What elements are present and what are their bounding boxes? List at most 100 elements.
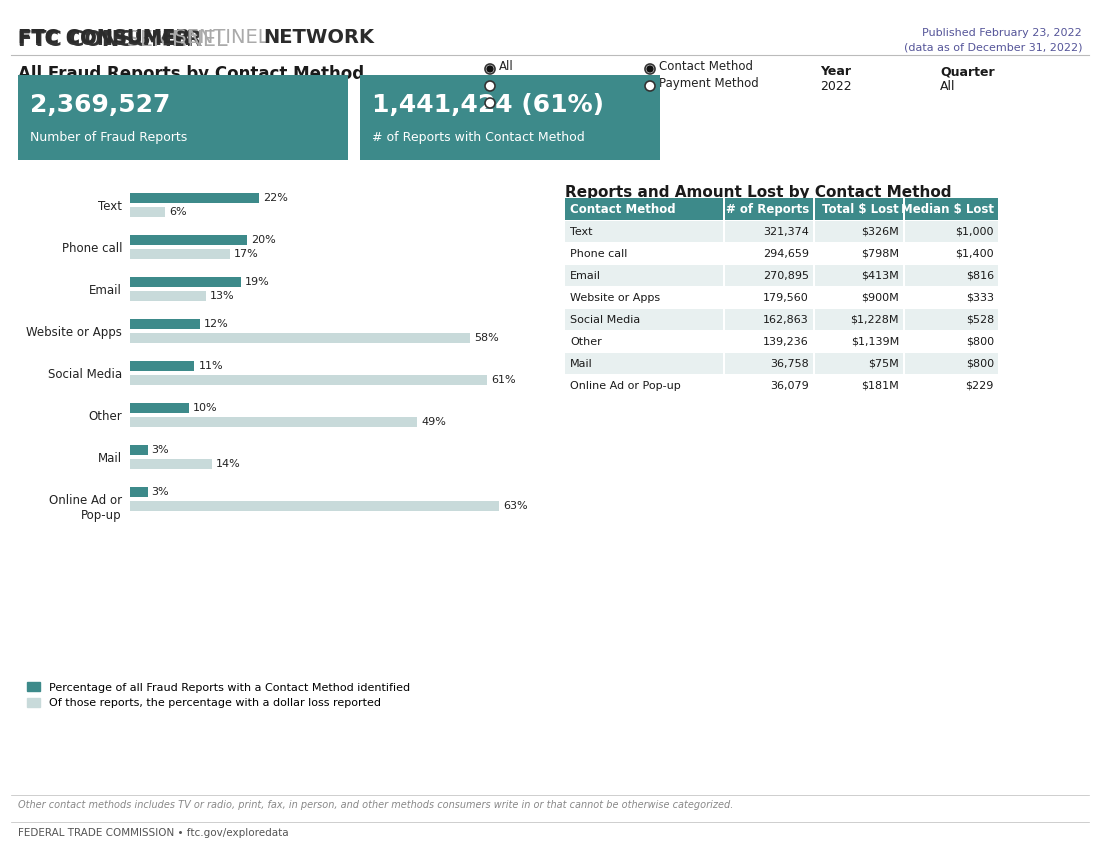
FancyBboxPatch shape bbox=[905, 309, 998, 330]
FancyBboxPatch shape bbox=[130, 487, 147, 497]
Text: NETWORK: NETWORK bbox=[263, 28, 374, 47]
Text: 17%: 17% bbox=[233, 249, 258, 259]
Text: 22%: 22% bbox=[263, 193, 288, 203]
Text: Quarter: Quarter bbox=[940, 65, 994, 78]
FancyBboxPatch shape bbox=[815, 243, 903, 264]
FancyBboxPatch shape bbox=[565, 331, 723, 352]
Text: $75M: $75M bbox=[868, 359, 899, 369]
Text: $900M: $900M bbox=[861, 292, 899, 303]
Circle shape bbox=[645, 81, 654, 91]
Text: Text: Text bbox=[98, 200, 122, 213]
FancyBboxPatch shape bbox=[905, 331, 998, 352]
FancyBboxPatch shape bbox=[815, 309, 903, 330]
Text: $798M: $798M bbox=[861, 248, 899, 258]
FancyBboxPatch shape bbox=[565, 353, 723, 374]
FancyBboxPatch shape bbox=[725, 243, 813, 264]
Text: 321,374: 321,374 bbox=[763, 226, 808, 236]
FancyBboxPatch shape bbox=[725, 198, 813, 220]
FancyBboxPatch shape bbox=[565, 309, 723, 330]
Text: 3%: 3% bbox=[152, 445, 169, 455]
FancyBboxPatch shape bbox=[815, 265, 903, 286]
Text: Email: Email bbox=[89, 284, 122, 297]
FancyBboxPatch shape bbox=[905, 375, 998, 396]
FancyBboxPatch shape bbox=[905, 353, 998, 374]
Text: 2022: 2022 bbox=[820, 80, 851, 93]
Text: Mail: Mail bbox=[98, 452, 122, 465]
Text: Website or Apps: Website or Apps bbox=[570, 292, 660, 303]
Text: $326M: $326M bbox=[861, 226, 899, 236]
FancyBboxPatch shape bbox=[565, 243, 723, 264]
Text: 49%: 49% bbox=[421, 417, 446, 427]
Text: $1,000: $1,000 bbox=[956, 226, 994, 236]
Text: Phone call: Phone call bbox=[62, 242, 122, 255]
Text: Online Ad or Pop-up: Online Ad or Pop-up bbox=[570, 381, 681, 390]
FancyBboxPatch shape bbox=[725, 331, 813, 352]
FancyBboxPatch shape bbox=[130, 235, 248, 245]
Text: $528: $528 bbox=[966, 314, 994, 325]
Text: 20%: 20% bbox=[251, 235, 276, 245]
FancyBboxPatch shape bbox=[815, 287, 903, 308]
FancyBboxPatch shape bbox=[130, 445, 147, 455]
Text: FEDERAL TRADE COMMISSION • ftc.gov/exploredata: FEDERAL TRADE COMMISSION • ftc.gov/explo… bbox=[18, 828, 288, 838]
FancyBboxPatch shape bbox=[815, 331, 903, 352]
FancyBboxPatch shape bbox=[725, 375, 813, 396]
FancyBboxPatch shape bbox=[130, 207, 165, 217]
Text: 13%: 13% bbox=[210, 291, 234, 301]
FancyBboxPatch shape bbox=[130, 375, 487, 385]
FancyBboxPatch shape bbox=[725, 309, 813, 330]
FancyBboxPatch shape bbox=[130, 403, 188, 413]
FancyBboxPatch shape bbox=[905, 198, 998, 220]
Text: $1,400: $1,400 bbox=[956, 248, 994, 258]
Text: 58%: 58% bbox=[474, 333, 498, 343]
Text: 179,560: 179,560 bbox=[763, 292, 808, 303]
FancyBboxPatch shape bbox=[130, 249, 230, 259]
FancyBboxPatch shape bbox=[130, 319, 200, 329]
Text: 12%: 12% bbox=[205, 319, 229, 329]
Text: 11%: 11% bbox=[198, 361, 223, 371]
FancyBboxPatch shape bbox=[130, 291, 206, 301]
Text: $800: $800 bbox=[966, 359, 994, 369]
Text: 6%: 6% bbox=[169, 207, 187, 217]
FancyBboxPatch shape bbox=[725, 287, 813, 308]
FancyBboxPatch shape bbox=[725, 265, 813, 286]
Text: $1,228M: $1,228M bbox=[850, 314, 899, 325]
Text: 10%: 10% bbox=[192, 403, 217, 413]
Text: Other: Other bbox=[570, 337, 602, 347]
FancyBboxPatch shape bbox=[905, 243, 998, 264]
Text: Contact Method: Contact Method bbox=[570, 202, 675, 216]
Text: 63%: 63% bbox=[503, 501, 528, 511]
Text: Contact Method: Contact Method bbox=[659, 60, 754, 72]
Text: # of Reports: # of Reports bbox=[726, 202, 808, 216]
Text: SENTINEL: SENTINEL bbox=[168, 28, 275, 47]
Text: FTC CONSUMER: FTC CONSUMER bbox=[18, 30, 202, 50]
FancyBboxPatch shape bbox=[565, 265, 723, 286]
Text: Published February 23, 2022
(data as of December 31, 2022): Published February 23, 2022 (data as of … bbox=[903, 28, 1082, 52]
Text: 61%: 61% bbox=[492, 375, 516, 385]
FancyBboxPatch shape bbox=[130, 277, 241, 287]
FancyBboxPatch shape bbox=[565, 375, 723, 396]
Text: $1,139M: $1,139M bbox=[850, 337, 899, 347]
Text: Other contact methods includes TV or radio, print, fax, in person, and other met: Other contact methods includes TV or rad… bbox=[18, 800, 734, 810]
Text: 36,079: 36,079 bbox=[770, 381, 808, 390]
Text: Year: 2022: Year: 2022 bbox=[18, 82, 110, 97]
Text: Payment Method: Payment Method bbox=[659, 76, 759, 89]
FancyBboxPatch shape bbox=[905, 221, 998, 242]
FancyBboxPatch shape bbox=[360, 75, 660, 160]
Legend: Percentage of all Fraud Reports with a Contact Method identified, Of those repor: Percentage of all Fraud Reports with a C… bbox=[22, 678, 415, 712]
Text: 3%: 3% bbox=[152, 487, 169, 497]
FancyBboxPatch shape bbox=[565, 287, 723, 308]
FancyBboxPatch shape bbox=[905, 265, 998, 286]
FancyBboxPatch shape bbox=[18, 75, 348, 160]
Text: Social Media: Social Media bbox=[570, 314, 640, 325]
Text: Mail: Mail bbox=[570, 359, 593, 369]
Text: $333: $333 bbox=[966, 292, 994, 303]
Text: FTC CONSUMER: FTC CONSUMER bbox=[18, 30, 190, 49]
Text: $181M: $181M bbox=[861, 381, 899, 390]
Text: 139,236: 139,236 bbox=[763, 337, 808, 347]
FancyBboxPatch shape bbox=[815, 353, 903, 374]
Circle shape bbox=[485, 98, 495, 108]
FancyBboxPatch shape bbox=[815, 198, 903, 220]
Text: Year: Year bbox=[820, 65, 851, 78]
Text: 36,758: 36,758 bbox=[770, 359, 808, 369]
Text: Website or Apps: Website or Apps bbox=[26, 326, 122, 339]
